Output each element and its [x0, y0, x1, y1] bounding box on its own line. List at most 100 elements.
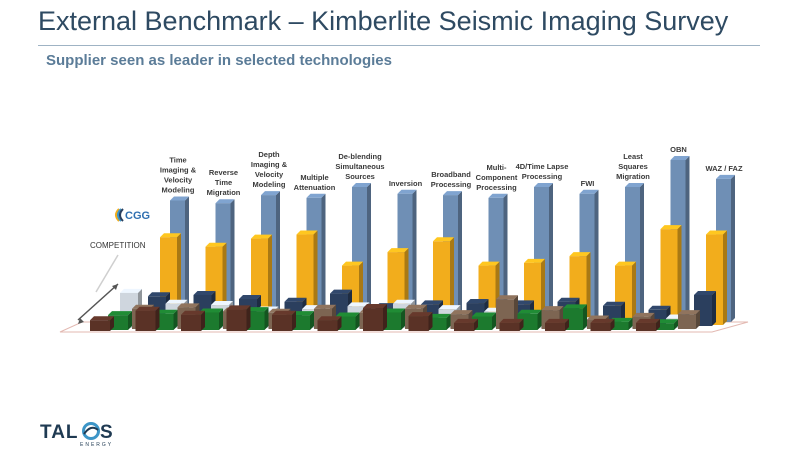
bar-competitor-0-3-top: [284, 297, 307, 302]
bar-cgg-9-top: [579, 189, 599, 194]
bar-cgg-10-side: [640, 183, 644, 322]
bar-competitor-4-12: [636, 322, 656, 331]
bar-highlight-6-top: [433, 237, 454, 242]
bar-highlight-5-top: [387, 248, 409, 253]
competition-arrow-head-end: [112, 284, 118, 290]
bar-competitor-1-2-top: [211, 301, 233, 306]
competition-label: COMPETITION: [90, 241, 146, 250]
bar-highlight-11-side: [677, 225, 682, 325]
bar-competitor-4-0: [90, 320, 110, 331]
bar-cgg-11-top: [670, 156, 690, 160]
bar-cgg-5-top: [397, 189, 417, 194]
bar-competitor-4-9-side: [519, 318, 524, 331]
title-divider: [38, 45, 760, 46]
talos-logo: TAL S ENERGY: [40, 422, 113, 448]
bar-competitor-3-12-side: [674, 319, 678, 330]
bar-competitor-4-2-side: [201, 310, 205, 331]
bar-cgg-3-top: [306, 193, 326, 198]
bar-competitor-2-6-top: [405, 304, 427, 309]
bar-competitor-3-5-top: [335, 312, 360, 317]
cgg-logo-arc-2: [119, 208, 124, 222]
bar-competitor-1-6-top: [393, 299, 415, 304]
bar-cgg-2-side: [276, 191, 280, 322]
bar-competitor-4-8: [454, 322, 474, 331]
bar-competitor-3-6-side: [401, 308, 405, 330]
category-label-1: Reverse Time Migration: [207, 168, 241, 197]
bar-competitor-2-12-side: [696, 310, 700, 329]
bar-competitor-0-12-top: [694, 290, 716, 295]
bar-competitor-4-9: [499, 322, 520, 331]
bar-competitor-4-3-side: [246, 305, 251, 331]
slide-subtitle: Supplier seen as leader in selected tech…: [46, 52, 392, 69]
bar-competitor-2-4-top: [314, 304, 336, 309]
bar-competitor-2-9-top: [541, 306, 564, 311]
bar-highlight-12-top: [706, 230, 727, 235]
bar-competitor-4-11: [590, 322, 611, 331]
bar-cgg-9-side: [594, 189, 599, 322]
bar-competitor-4-4-top: [272, 310, 296, 315]
bar-cgg-10-top: [625, 183, 644, 187]
bar-highlight-0-top: [160, 233, 181, 238]
bar-competitor-4-1-top: [135, 306, 160, 311]
svg-text:TAL: TAL: [40, 422, 79, 443]
bar-competitor-3-7-side: [446, 313, 451, 330]
bar-highlight-9-top: [569, 252, 591, 257]
bar-cgg-7-top: [488, 193, 508, 198]
bar-competitor-4-5: [317, 320, 338, 331]
bar-competitor-4-10-top: [545, 318, 569, 323]
bar-competitor-3-8-top: [472, 312, 496, 317]
cgg-logo-arc-1: [117, 208, 122, 222]
bar-cgg-0-side: [185, 196, 189, 322]
bar-competitor-4-12-top: [636, 318, 660, 323]
bar-competitor-3-1-side: [173, 309, 178, 330]
category-label-12: WAZ / FAZ: [705, 164, 742, 173]
bar-competitor-3-5-side: [355, 312, 360, 330]
bar-cgg-11-side: [685, 156, 690, 322]
bar-cgg-2-top: [261, 191, 280, 196]
bar-competitor-4-10-side: [565, 318, 569, 331]
bar-competitor-2-12: [678, 314, 696, 329]
cgg-logo-arc-0: [115, 208, 120, 222]
bar-highlight-8-top: [524, 258, 545, 263]
bar-competitor-4-2-top: [181, 310, 205, 315]
bar-cgg-1-side: [230, 199, 235, 322]
bar-highlight-12-side: [723, 230, 727, 325]
svg-text:S: S: [100, 422, 113, 443]
bar-competitor-4-12-side: [656, 318, 660, 331]
bar-highlight-6-side: [450, 237, 454, 325]
bar-cgg-6-top: [443, 191, 462, 196]
bar-highlight-10-side: [632, 261, 636, 325]
bar-competitor-4-10: [545, 322, 565, 331]
bar-competitor-3-4-side: [310, 311, 314, 330]
bar-cgg-6-side: [458, 191, 462, 322]
bar-competitor-3-10-side: [583, 304, 587, 330]
bar-cgg-0-top: [170, 196, 189, 201]
bar-cgg-1-top: [215, 199, 235, 204]
bar-competitor-1-5-top: [347, 302, 370, 307]
bar-competitor-0-0-top: [148, 292, 170, 297]
bar-highlight-2-side: [268, 234, 272, 325]
category-label-6: Broadband Processing: [431, 170, 472, 189]
bar-highlight-3-side: [313, 230, 318, 325]
bar-highlight-11-top: [660, 225, 682, 230]
bar-highlight-4-top: [342, 261, 363, 266]
bar-competitor-4-9-top: [499, 318, 524, 323]
bar-competitor-2-8-top: [496, 295, 518, 300]
bar-competitor-0-10-top: [603, 301, 625, 306]
slide-title: External Benchmark – Kimberlite Seismic …: [38, 6, 729, 36]
bar-highlight-9-side: [586, 252, 591, 325]
bar-competitor-0-12-side: [712, 290, 716, 326]
bar-competitor-3-9-side: [537, 309, 542, 330]
bar-competitor-0-1-top: [193, 290, 216, 295]
bar-competitor-2-12-top: [678, 310, 700, 315]
bar-competitor-4-6-side: [383, 304, 387, 331]
bar-highlight-2-top: [251, 234, 272, 239]
bar-competitor-2-11-top: [632, 312, 655, 317]
bar-competitor-4-6-top: [363, 304, 387, 309]
competition-arrow-head-start: [78, 318, 84, 324]
bar-competitor-4-2: [181, 314, 201, 331]
category-label-5: Inversion: [389, 179, 423, 188]
category-label-4: De-blending Simultaneous Sources: [335, 152, 384, 181]
bar-competitor-3-8-side: [492, 312, 496, 330]
bar-competitor-4-5-top: [317, 316, 342, 321]
